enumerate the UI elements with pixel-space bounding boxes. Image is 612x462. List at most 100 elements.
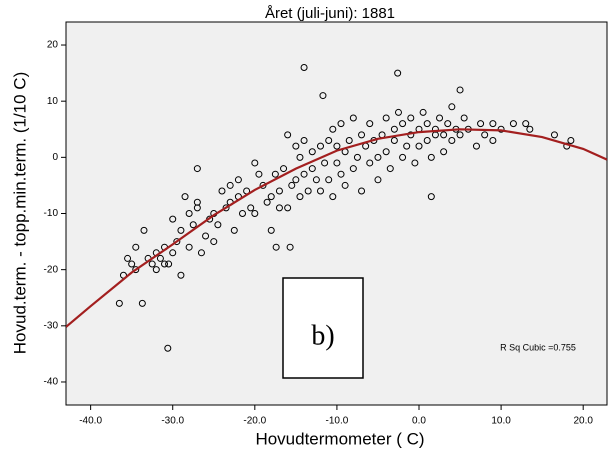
point (161, 260, 169, 268)
point (411, 159, 419, 167)
x-axis-label: Hovudtermometer ( C) (255, 429, 424, 448)
point (374, 153, 382, 161)
point (308, 165, 316, 173)
point (456, 86, 464, 94)
point (284, 131, 292, 139)
point (230, 226, 238, 234)
point (239, 210, 247, 217)
x-tick-label: 10.0 (491, 416, 511, 427)
point (304, 187, 312, 195)
point (399, 153, 407, 161)
point (286, 243, 294, 251)
y-axis-label: Hovud.term. - topp.min.term. (1/10 C) (10, 72, 29, 354)
point (177, 226, 185, 234)
point (427, 153, 435, 161)
point (349, 114, 357, 122)
point (329, 193, 337, 201)
y-tick-label: -10 (44, 208, 59, 219)
point (292, 176, 300, 184)
point (522, 120, 530, 128)
point (138, 299, 146, 307)
point (234, 176, 242, 184)
point (128, 260, 136, 268)
point (275, 187, 283, 195)
point (169, 249, 177, 257)
point (193, 165, 201, 173)
point (251, 210, 259, 217)
point (358, 187, 366, 195)
y-tick-label: 20 (47, 40, 59, 51)
point (267, 226, 275, 234)
point (423, 120, 431, 128)
point (333, 159, 341, 167)
point (267, 193, 275, 201)
point (181, 193, 189, 201)
point (218, 187, 226, 195)
point (349, 165, 357, 173)
point (173, 238, 181, 246)
x-tick-label: 20.0 (573, 416, 593, 427)
point (226, 181, 234, 189)
point (251, 159, 259, 167)
point (337, 170, 345, 178)
point (489, 136, 497, 144)
point (345, 136, 353, 144)
chart-title: Året (juli-juni): 1881 (265, 5, 395, 22)
point (319, 92, 327, 100)
point (202, 232, 210, 240)
point (300, 170, 308, 178)
point (148, 260, 156, 268)
point (185, 243, 193, 251)
x-tick-label: -20.0 (243, 416, 266, 427)
point (382, 114, 390, 122)
point (115, 299, 123, 307)
point (448, 136, 456, 144)
panel-label-box (282, 277, 364, 379)
point (272, 243, 280, 251)
x-tick-label: -10.0 (326, 416, 349, 427)
point (132, 243, 140, 251)
point (259, 181, 267, 189)
point (210, 238, 218, 246)
x-tick-label: 0.0 (412, 416, 426, 427)
point (419, 108, 427, 116)
point (407, 114, 415, 122)
point (366, 120, 374, 128)
point (124, 254, 132, 262)
point (296, 153, 304, 161)
point (415, 142, 423, 150)
point (366, 159, 374, 167)
point (152, 266, 160, 274)
point (263, 198, 271, 206)
point (292, 142, 300, 150)
point (280, 165, 288, 173)
y-tick-label: -30 (44, 320, 59, 331)
fit-line (66, 128, 607, 328)
point (255, 170, 263, 178)
point (382, 148, 390, 156)
point (353, 153, 361, 161)
point (312, 176, 320, 184)
x-tick-label: -40.0 (79, 416, 102, 427)
point (427, 193, 435, 201)
point (197, 249, 205, 257)
point (284, 204, 292, 212)
point (325, 176, 333, 184)
point (436, 114, 444, 122)
point (390, 136, 398, 144)
point (423, 136, 431, 144)
y-tick-label: -40 (44, 377, 59, 388)
point (296, 193, 304, 201)
point (386, 165, 394, 173)
point (300, 63, 308, 71)
point (308, 148, 316, 156)
point (477, 120, 485, 128)
point (165, 260, 173, 268)
annotation: R Sq Cubic =0.755 (500, 342, 576, 352)
y-tick-label: -20 (44, 264, 59, 275)
point (222, 204, 230, 212)
point (156, 254, 164, 262)
point (325, 136, 333, 144)
point (399, 120, 407, 128)
